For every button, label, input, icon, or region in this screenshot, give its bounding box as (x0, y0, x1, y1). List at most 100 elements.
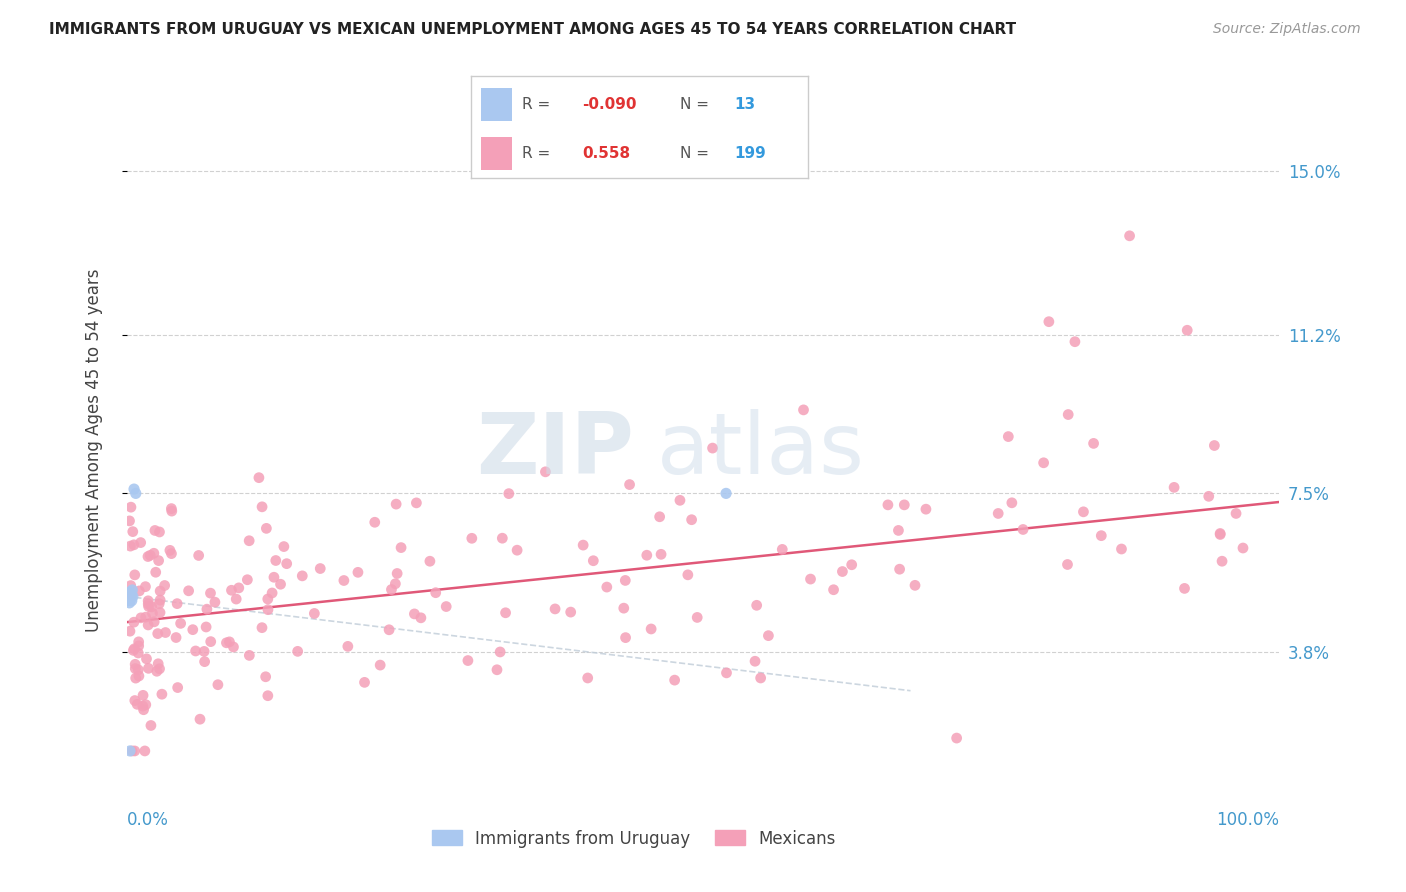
Point (425, 585, 447, 599)
Point (118, 590, 141, 604)
Text: 13: 13 (734, 97, 755, 112)
Point (127, 646, 149, 660)
Point (749, 671, 772, 685)
Point (139, 549, 162, 563)
Point (165, 631, 187, 645)
Point (194, 655, 217, 669)
Point (160, 547, 183, 561)
Point (195, 620, 218, 634)
Point (149, 584, 172, 599)
Point (745, 599, 768, 613)
Point (385, 497, 408, 511)
Point (841, 558, 863, 572)
Text: R =: R = (522, 146, 555, 161)
Point (495, 606, 517, 620)
Point (650, 547, 672, 561)
Point (148, 597, 170, 611)
Point (714, 486, 737, 500)
Point (877, 498, 900, 512)
Point (686, 610, 709, 624)
Point (915, 502, 938, 516)
Point (138, 661, 160, 675)
Point (368, 658, 391, 673)
Point (118, 744, 141, 758)
Point (799, 572, 821, 586)
Point (127, 663, 149, 677)
Point (139, 718, 162, 732)
Bar (481, 137, 512, 170)
Point (702, 441, 724, 455)
Point (770, 542, 793, 557)
Point (250, 621, 273, 635)
Point (614, 574, 637, 588)
Point (218, 635, 240, 649)
Point (184, 644, 207, 658)
Point (128, 669, 150, 683)
Point (118, 514, 141, 528)
Point (193, 644, 215, 658)
Point (333, 574, 356, 588)
Text: atlas: atlas (657, 409, 865, 492)
Point (134, 580, 156, 594)
Point (336, 640, 359, 654)
Point (1032, 456, 1054, 470)
Point (148, 524, 170, 539)
Point (127, 698, 149, 712)
Point (384, 576, 406, 591)
Point (148, 657, 170, 671)
Point (122, 538, 145, 552)
Point (166, 597, 188, 611)
Point (987, 507, 1010, 521)
Point (143, 524, 166, 538)
Point (132, 699, 155, 714)
Point (200, 586, 222, 600)
Point (118, 624, 141, 639)
Point (945, 731, 967, 745)
Point (122, 643, 145, 657)
Point (489, 645, 512, 659)
Point (125, 671, 148, 685)
Point (132, 689, 155, 703)
Point (124, 693, 146, 707)
Point (138, 599, 160, 614)
Point (461, 531, 484, 545)
Point (792, 403, 814, 417)
Point (887, 524, 910, 538)
Point (291, 569, 314, 583)
Point (204, 595, 226, 609)
Point (347, 566, 370, 580)
Point (188, 712, 211, 726)
Point (222, 640, 245, 654)
Point (640, 622, 662, 636)
Point (1175, 323, 1198, 337)
Point (1090, 529, 1112, 543)
Point (122, 482, 145, 496)
Text: N =: N = (681, 97, 714, 112)
Point (132, 703, 155, 717)
Point (155, 625, 177, 640)
Point (142, 546, 165, 560)
Point (378, 623, 401, 637)
Point (389, 541, 412, 555)
Point (744, 654, 766, 668)
Point (309, 561, 332, 575)
Point (195, 602, 218, 616)
Point (118, 585, 141, 599)
Bar (481, 88, 512, 121)
Point (215, 636, 238, 650)
Point (135, 610, 157, 624)
Point (560, 605, 582, 619)
Point (576, 671, 599, 685)
Point (1163, 480, 1185, 494)
Point (247, 471, 270, 485)
Point (125, 486, 148, 500)
Point (1056, 558, 1078, 572)
Point (159, 543, 181, 558)
Point (149, 606, 172, 620)
Point (257, 602, 280, 616)
Point (1173, 582, 1195, 596)
Point (716, 665, 738, 680)
Point (149, 593, 172, 607)
Point (353, 675, 375, 690)
Point (681, 513, 703, 527)
